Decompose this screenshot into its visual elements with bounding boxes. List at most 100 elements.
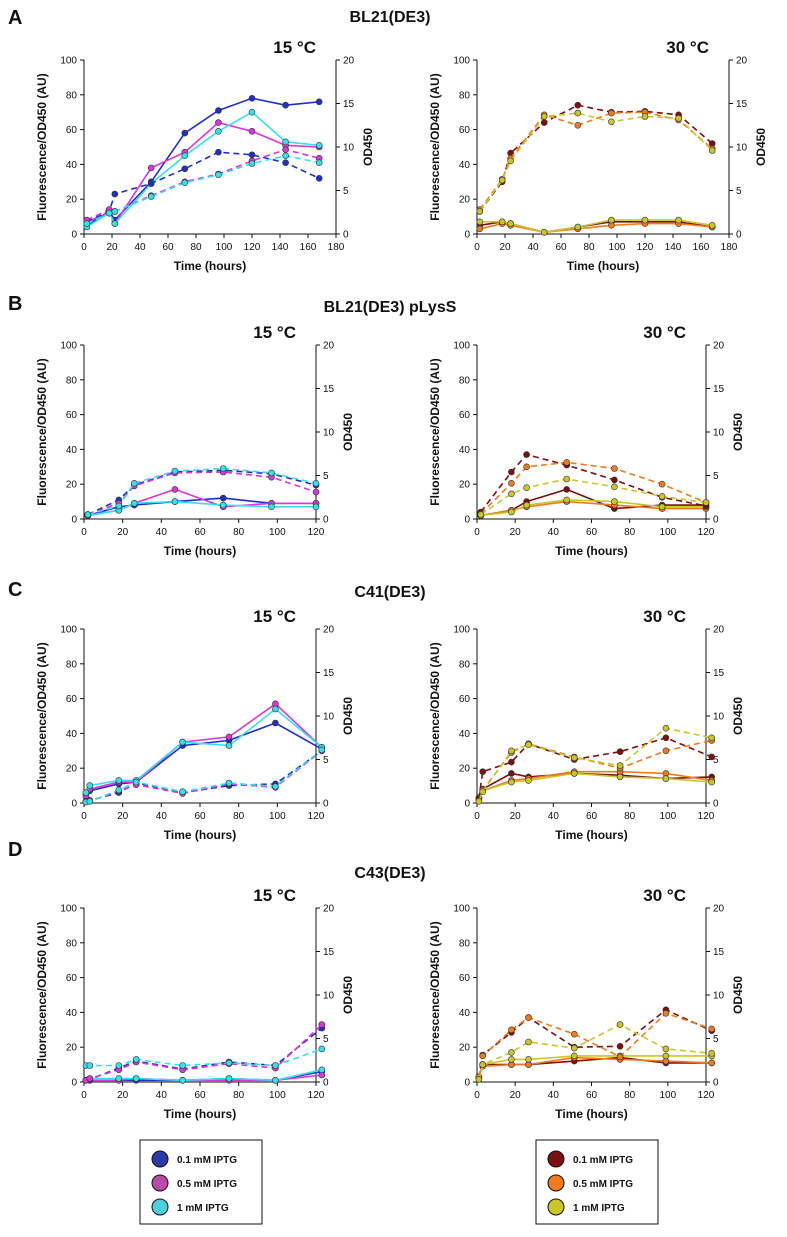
data-point	[272, 1062, 279, 1069]
x-tick-label: 40	[548, 811, 560, 822]
x-tick-label: 40	[156, 811, 168, 822]
strain-title-a: BL21(DE3)	[350, 9, 431, 26]
data-point	[215, 128, 222, 135]
legend-left-swatch-0	[151, 1150, 169, 1168]
x-axis-label: Time (hours)	[164, 1107, 236, 1121]
x-tick-label: 20	[106, 242, 118, 253]
strain-title-b: BL21(DE3) pLysS	[324, 299, 457, 316]
data-point	[282, 138, 289, 146]
x-tick-label: 160	[693, 242, 710, 253]
x-tick-label: 80	[624, 1090, 636, 1101]
y2-tick-label: 20	[323, 341, 335, 352]
data-point	[318, 746, 326, 754]
data-point	[315, 175, 323, 182]
series-line-5	[478, 1023, 712, 1080]
data-point	[662, 1052, 670, 1060]
data-point	[272, 783, 279, 790]
data-point	[658, 480, 666, 488]
legend-right: 0.1 mM IPTG 0.5 mM IPTG 1 mM IPTG	[535, 1139, 659, 1225]
series-line-2	[478, 1055, 712, 1079]
x-tick-label: 80	[233, 1090, 245, 1101]
data-point	[111, 190, 119, 198]
data-point	[315, 98, 323, 106]
x-tick-label: 100	[269, 1090, 286, 1101]
data-point	[215, 148, 222, 156]
x-tick-label: 80	[233, 811, 245, 822]
x-tick-label: 40	[527, 242, 539, 253]
data-point	[282, 152, 289, 159]
temperature-label: 15 °C	[253, 607, 296, 626]
data-point	[475, 797, 483, 805]
data-point	[611, 498, 618, 505]
data-point	[525, 777, 532, 784]
data-point	[574, 122, 582, 129]
data-point	[268, 469, 275, 477]
data-point	[272, 705, 279, 713]
x-tick-label: 0	[474, 242, 480, 253]
data-point	[570, 770, 578, 777]
data-point	[475, 1076, 483, 1083]
data-point	[225, 742, 233, 749]
data-point	[132, 1075, 140, 1082]
x-tick-label: 140	[665, 242, 682, 253]
data-point	[525, 741, 532, 749]
y2-tick-label: 0	[736, 230, 742, 241]
y2-tick-label: 20	[713, 625, 725, 636]
x-tick-label: 40	[156, 1090, 168, 1101]
x-tick-label: 120	[637, 242, 654, 253]
data-point	[608, 118, 615, 126]
y2-tick-label: 10	[713, 712, 725, 723]
x-tick-label: 160	[300, 242, 317, 253]
data-point	[268, 503, 275, 511]
data-point	[282, 159, 289, 166]
y-tick-label: 100	[60, 56, 77, 67]
y2-tick-label: 5	[343, 186, 349, 197]
x-tick-label: 20	[510, 811, 522, 822]
x-tick-label: 100	[659, 811, 676, 822]
series-line-3	[85, 1027, 323, 1082]
data-point	[658, 493, 666, 500]
strain-title-c: C41(DE3)	[354, 584, 425, 601]
y-tick-label: 0	[464, 515, 470, 526]
data-point	[147, 180, 155, 187]
data-point	[611, 483, 618, 491]
x-tick-label: 120	[308, 1090, 325, 1101]
y-tick-label: 80	[66, 659, 78, 670]
y2-tick-label: 5	[736, 186, 742, 197]
data-point	[708, 147, 716, 154]
x-tick-label: 40	[548, 1090, 560, 1101]
x-tick-label: 20	[510, 1090, 522, 1101]
y-tick-label: 60	[459, 694, 471, 705]
x-tick-label: 20	[117, 527, 129, 538]
x-tick-label: 80	[624, 811, 636, 822]
data-point	[248, 160, 256, 167]
x-tick-label: 60	[586, 1090, 598, 1101]
x-tick-label: 20	[117, 811, 129, 822]
legend-left-label-0: 0.1 mM IPTG	[177, 1155, 237, 1166]
data-point	[83, 220, 91, 227]
data-point	[86, 797, 94, 805]
y-axis-label: Fluorescence/OD450 (AU)	[428, 642, 442, 789]
legend-right-label-1: 0.5 mM IPTG	[573, 1179, 633, 1190]
data-point	[115, 1062, 123, 1069]
data-point	[315, 159, 323, 166]
temperature-label: 15 °C	[253, 886, 296, 905]
series-line-1	[86, 121, 320, 226]
y2-tick-label: 0	[323, 799, 329, 810]
data-point	[225, 1059, 233, 1067]
y-tick-label: 0	[464, 799, 470, 810]
y-axis-label: Fluorescence/OD450 (AU)	[35, 642, 49, 789]
y-tick-label: 0	[464, 230, 470, 241]
y2-tick-label: 5	[713, 471, 719, 482]
panel-letter-b: B	[8, 293, 22, 315]
y-tick-label: 0	[71, 515, 77, 526]
data-point	[641, 113, 649, 120]
data-point	[132, 778, 140, 786]
data-point	[508, 468, 515, 476]
y2-axis-label: OD450	[341, 976, 355, 1014]
temperature-label: 30 °C	[643, 886, 686, 905]
data-point	[563, 496, 571, 504]
y2-tick-label: 15	[713, 947, 725, 958]
y2-axis-label: OD450	[754, 128, 768, 166]
y2-tick-label: 20	[323, 904, 335, 915]
